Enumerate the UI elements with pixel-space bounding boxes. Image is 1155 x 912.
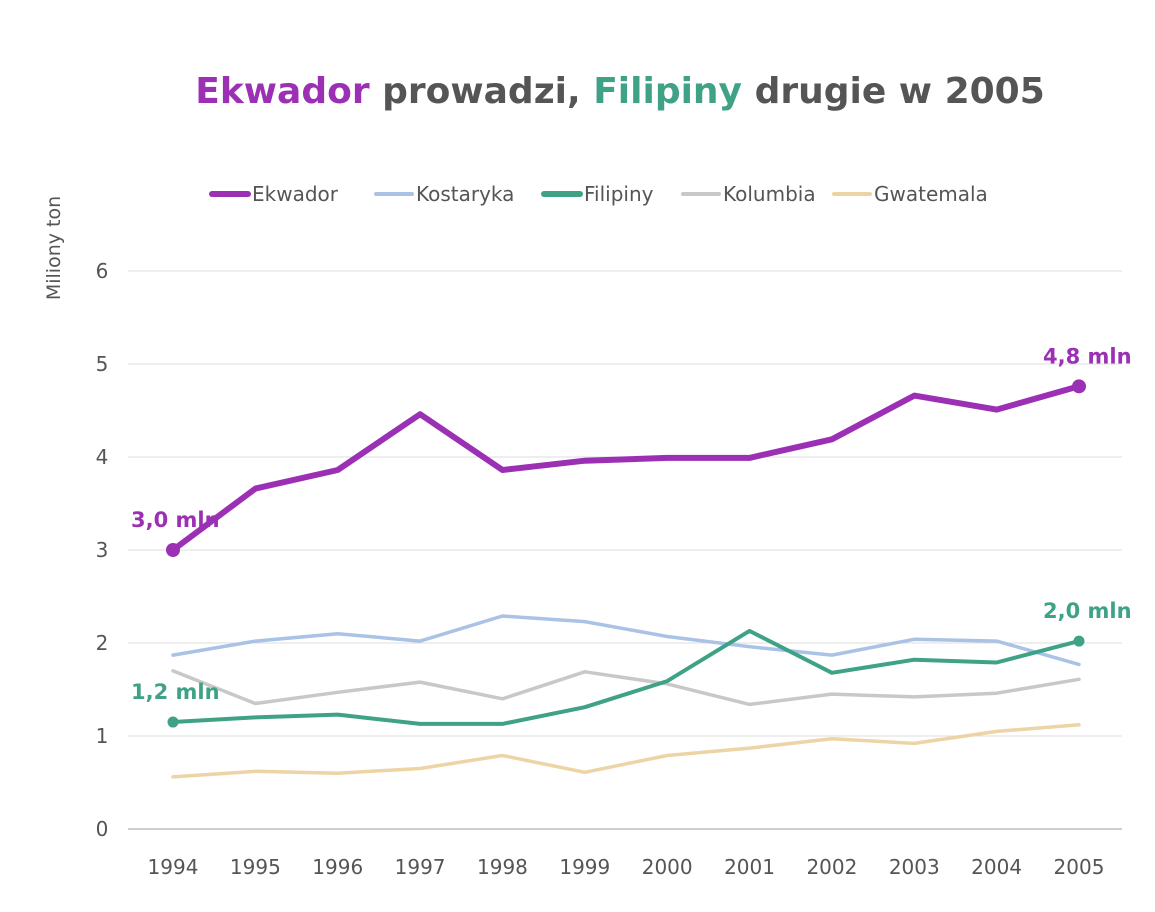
title-part-1: prowadzi,	[370, 71, 594, 112]
y-tick-label: 6	[96, 259, 109, 283]
legend-item-gwatemala: Gwatemala	[832, 182, 988, 206]
legend-item-kostaryka: Kostaryka	[374, 182, 514, 206]
series-line-ekwador	[170, 383, 1082, 553]
legend-item-filipiny: Filipiny	[541, 182, 654, 206]
x-tick-label: 1997	[395, 855, 446, 879]
y-tick-label: 4	[96, 445, 109, 469]
y-tick-label: 1	[96, 724, 109, 748]
marker-ekwador-2005	[1072, 379, 1086, 394]
legend-label: Kostaryka	[416, 182, 514, 206]
legend-label: Kolumbia	[723, 182, 816, 206]
gridlines	[128, 270, 1122, 830]
annotation-label: 2,0 mln	[1043, 599, 1132, 623]
x-tick-label: 2003	[889, 855, 940, 879]
series-line-kolumbia	[171, 669, 1081, 707]
y-tick-label: 2	[96, 631, 109, 655]
y-tick-label: 0	[96, 817, 109, 841]
x-tick-label: 1998	[477, 855, 528, 879]
marker-ekwador-1994	[166, 543, 180, 557]
annotation-label: 3,0 mln	[131, 508, 220, 532]
legend-item-kolumbia: Kolumbia	[681, 182, 816, 206]
annotation-label: 1,2 mln	[131, 680, 220, 704]
legend-label: Gwatemala	[874, 182, 988, 206]
title-part-3: drugie w 2005	[742, 71, 1045, 112]
y-tick-label: 3	[96, 538, 109, 562]
annotation-label: 4,8 mln	[1043, 344, 1132, 368]
y-axis-label: Miliony ton	[43, 196, 65, 300]
y-axis-ticks: 0 1 2 3 4 5 6	[96, 259, 109, 841]
x-tick-label: 2002	[806, 855, 857, 879]
annotation-layer: 3,0 mln 4,8 mln 1,2 mln 2,0 mln	[131, 344, 1132, 728]
x-tick-label: 2001	[724, 855, 775, 879]
series-line-kostaryka	[171, 614, 1081, 667]
x-tick-label: 1996	[312, 855, 363, 879]
legend: Ekwador Kostaryka Filipiny Kolumbia Gwatemal…	[209, 182, 988, 206]
series-layer	[170, 383, 1082, 779]
series-line-gwatemala	[171, 723, 1081, 779]
y-tick-label: 5	[96, 352, 109, 376]
chart-title: Ekwador prowadzi, Filipiny drugie w 2005	[195, 71, 1045, 112]
x-axis-ticks: 1994 1995 1996 1997 1998 1999 2000 2001 2002 2003…	[148, 855, 1105, 879]
legend-item-ekwador: Ekwador	[209, 182, 339, 206]
x-tick-label: 1994	[148, 855, 199, 879]
x-tick-label: 2000	[642, 855, 693, 879]
x-tick-label: 1995	[230, 855, 281, 879]
x-tick-label: 2004	[971, 855, 1022, 879]
legend-label: Filipiny	[584, 182, 654, 206]
marker-filipiny-2005	[1073, 635, 1085, 647]
series-line-filipiny	[171, 628, 1081, 726]
x-tick-label: 2005	[1054, 855, 1105, 879]
marker-filipiny-1994	[167, 716, 179, 728]
x-tick-label: 1999	[559, 855, 610, 879]
title-part-0: Ekwador	[195, 71, 370, 112]
legend-label: Ekwador	[252, 182, 339, 206]
title-part-2: Filipiny	[593, 71, 742, 112]
